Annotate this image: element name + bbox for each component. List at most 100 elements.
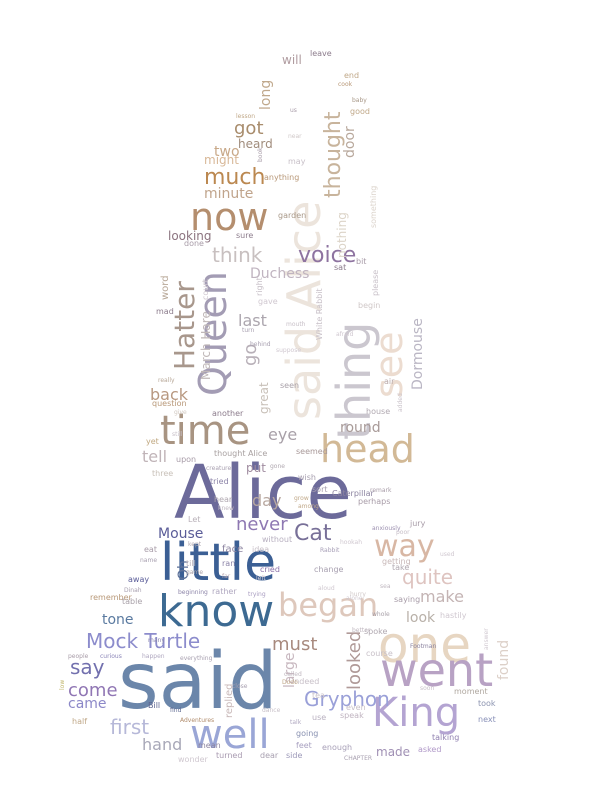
word-looking: looking — [168, 229, 212, 243]
word-see: see — [367, 331, 411, 398]
word-alone: alone — [346, 595, 363, 602]
word-getting: getting — [382, 557, 411, 566]
word-better: better — [352, 627, 371, 634]
word-another: another — [212, 409, 244, 418]
word-adventures: Adventures — [180, 717, 214, 724]
word-low: low — [59, 680, 66, 690]
word-please: please — [371, 270, 380, 296]
word-gryphon: Gryphon — [304, 687, 390, 711]
word-dinah: Dinah — [124, 587, 142, 594]
word-done: done — [184, 239, 204, 248]
word-talk: talk — [290, 719, 302, 726]
word-use: use — [312, 713, 326, 722]
word-wonder: wonder — [178, 755, 209, 764]
word-bill: Bill — [148, 701, 160, 710]
word-afraid: afraid — [336, 331, 354, 338]
word-sure: sure — [236, 231, 253, 240]
word-dodo: Dodo — [282, 679, 298, 686]
word-turn: turn — [242, 327, 255, 334]
word-tried: tried — [210, 477, 229, 486]
word-put: put — [246, 461, 266, 475]
word-dear: dear — [260, 751, 279, 760]
word-gave: gave — [258, 297, 278, 306]
word-wish: wish — [298, 473, 316, 482]
word-moment: moment — [454, 687, 488, 696]
word-minute: minute — [204, 186, 253, 202]
word-chapter: CHAPTER — [344, 755, 372, 762]
word-began: began — [278, 586, 378, 624]
word-door: door — [342, 126, 358, 158]
word-right: right — [255, 277, 264, 296]
word-speak: speak — [340, 711, 364, 720]
word-remark: remark — [370, 487, 392, 494]
word-still: still — [172, 431, 183, 438]
word-footman: Footman — [410, 643, 436, 650]
word-go: go — [240, 344, 261, 366]
word-made: made — [376, 745, 410, 759]
word-court: court — [201, 279, 210, 300]
word-sort: sort — [312, 485, 328, 494]
word-gone: gone — [270, 463, 285, 470]
word-face: face — [222, 544, 243, 555]
word-called: called — [284, 671, 302, 678]
word-voice: voice — [298, 243, 356, 268]
word-asked: asked — [418, 745, 441, 754]
word-creature: creature — [206, 465, 231, 472]
word-let: Let — [188, 515, 200, 524]
word-duchess: Duchess — [250, 266, 309, 282]
word-tea: tea — [312, 691, 325, 700]
word-anxiously: anxiously — [372, 525, 401, 532]
word-sea: sea — [380, 583, 391, 590]
word-mean: mean — [198, 741, 221, 750]
word-answer: answer — [483, 628, 490, 650]
word-got: got — [234, 118, 264, 139]
word-much: much — [204, 165, 265, 190]
word-away: away — [128, 575, 149, 584]
word-rather: rather — [212, 587, 237, 596]
word-even: even — [346, 703, 366, 712]
word-know: know — [158, 586, 274, 637]
word-found: found — [496, 640, 512, 680]
word-upon: upon — [176, 455, 196, 464]
word-book: book — [257, 147, 264, 162]
word-beginning: beginning — [178, 589, 208, 596]
word-far: far — [222, 573, 231, 580]
word-cook: cook — [338, 81, 353, 88]
word-heard: heard — [238, 137, 273, 151]
word-word: word — [160, 275, 171, 300]
word-good: good — [350, 107, 370, 116]
word-something: something — [369, 186, 378, 228]
word-rabbit: Rabbit — [320, 547, 340, 554]
word-thing: thing — [327, 322, 381, 440]
word-three: three — [152, 469, 173, 478]
word-never: never — [236, 514, 288, 535]
word-many: many — [148, 637, 165, 644]
word-mad: mad — [156, 307, 174, 316]
word-tell: tell — [142, 447, 167, 466]
word-air: air — [384, 377, 395, 386]
word-without: without — [262, 535, 292, 544]
word-find: find — [170, 707, 182, 714]
word-mouse: Mouse — [158, 526, 203, 542]
word-half: half — [72, 717, 87, 726]
word-poor: poor — [396, 529, 410, 536]
word-idea: idea — [252, 545, 269, 554]
word-indeed: indeed — [292, 677, 319, 686]
word-us: us — [290, 107, 297, 114]
word-yet: yet — [146, 437, 159, 446]
word-hand: hand — [142, 735, 182, 754]
word-round: round — [340, 420, 381, 436]
word-might: might — [204, 153, 239, 167]
word-baby: baby — [352, 97, 367, 104]
word-look: look — [406, 610, 436, 626]
word-added: added — [397, 393, 404, 412]
word-course: course — [366, 649, 393, 658]
word-question: question — [152, 399, 187, 408]
word-came: came — [68, 696, 107, 712]
word-quite: quite — [402, 565, 453, 589]
word-must: must — [272, 634, 317, 655]
word-bit: bit — [356, 257, 366, 266]
word-game: game — [186, 569, 203, 576]
word-ran: ran — [222, 559, 235, 568]
